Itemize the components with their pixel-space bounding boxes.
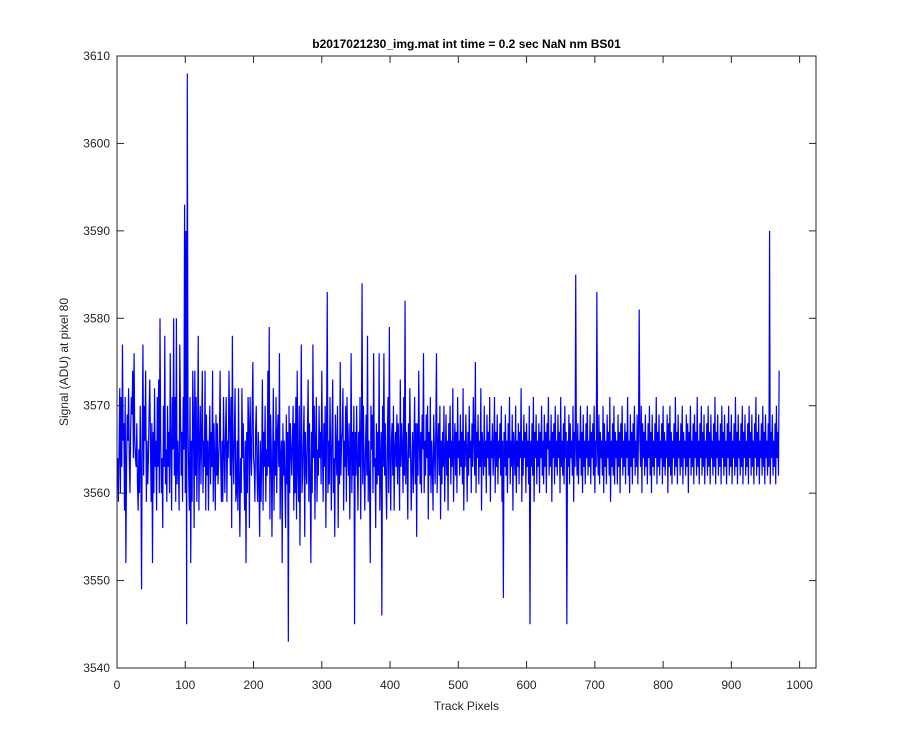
y-tick-label: 3610 xyxy=(83,49,110,63)
y-tick-label: 3570 xyxy=(83,399,110,413)
axes-background xyxy=(117,56,816,668)
x-tick-label: 100 xyxy=(175,678,195,692)
y-tick-label: 3600 xyxy=(83,136,110,150)
y-axis-label: Signal (ADU) at pixel 80 xyxy=(57,298,71,426)
y-tick-label: 3540 xyxy=(83,661,110,675)
y-tick-label: 3560 xyxy=(83,486,110,500)
x-tick-label: 1000 xyxy=(786,678,813,692)
chart-title: b2017021230_img.mat int time = 0.2 sec N… xyxy=(312,37,621,51)
x-tick-label: 600 xyxy=(517,678,537,692)
x-tick-label: 400 xyxy=(380,678,400,692)
x-tick-label: 500 xyxy=(448,678,468,692)
y-tick-label: 3550 xyxy=(83,574,110,588)
x-tick-label: 200 xyxy=(244,678,264,692)
x-tick-label: 900 xyxy=(721,678,741,692)
series-layer xyxy=(117,73,780,642)
x-axis-ticks: 0 100 200 300 400 500 600 700 800 900 1000 xyxy=(114,56,813,692)
y-tick-label: 3580 xyxy=(83,311,110,325)
x-tick-label: 0 xyxy=(114,678,121,692)
plot-area xyxy=(117,73,780,642)
x-tick-label: 700 xyxy=(585,678,605,692)
x-tick-label: 800 xyxy=(653,678,673,692)
y-tick-label: 3590 xyxy=(83,224,110,238)
axes-box xyxy=(116,55,817,669)
x-axis-label: Track Pixels xyxy=(434,699,499,713)
series-line xyxy=(117,73,780,642)
x-tick-label: 300 xyxy=(312,678,332,692)
y-axis-ticks: 3540 3550 3560 3570 3580 3590 3600 3610 xyxy=(83,49,816,675)
